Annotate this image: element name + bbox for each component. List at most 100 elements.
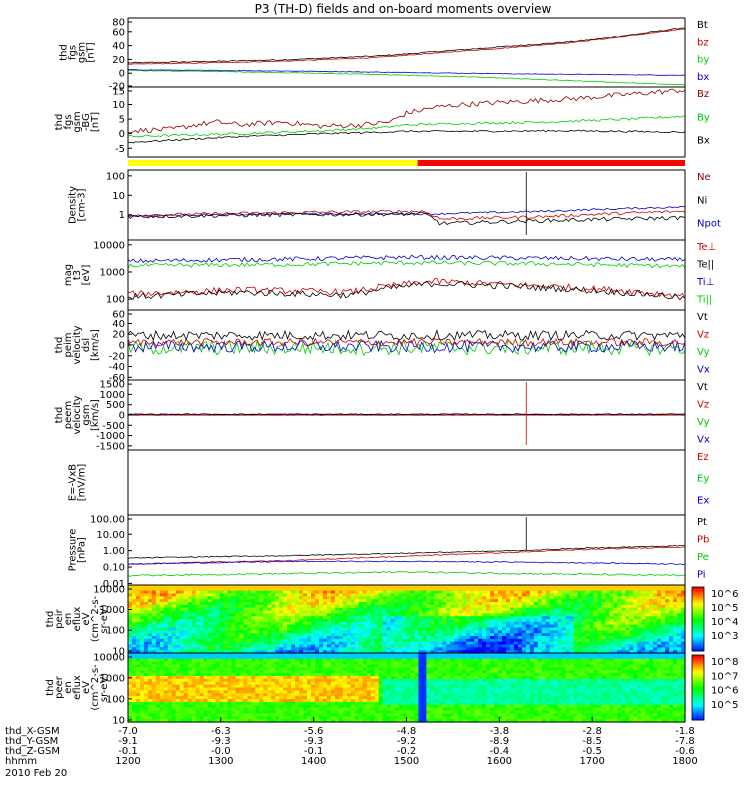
spectrogram-cell [279, 710, 284, 714]
spectrogram-cell [275, 716, 280, 720]
spectrogram-cell [131, 636, 137, 640]
spectrogram-cell [330, 704, 336, 709]
spectrogram-cell [342, 664, 348, 668]
spectrogram-cell [227, 713, 233, 717]
spectrogram-cell [231, 719, 237, 723]
spectrogram-cell [167, 633, 173, 637]
spectrogram-cell [311, 710, 316, 714]
spectrogram-cell [303, 599, 308, 603]
spectrogram-cell [175, 684, 181, 689]
spectrogram-cell [633, 596, 638, 600]
spectrogram-cell [227, 696, 233, 700]
colorbar-cell [692, 614, 704, 618]
spectrogram-cell [565, 627, 571, 631]
spectrogram-cell [422, 585, 427, 589]
spectrogram-cell [307, 681, 312, 686]
spectrogram-cell [414, 630, 420, 634]
spectrogram-cell [561, 602, 567, 606]
spectrogram-cell [243, 641, 248, 646]
spectrogram-cell [299, 716, 304, 720]
spectrogram-cell [446, 602, 451, 606]
spectrogram-cell [494, 627, 499, 631]
spectrogram-cell [191, 633, 197, 637]
spectrogram-cell [147, 587, 153, 592]
spectrogram-cell [490, 630, 495, 634]
y-tick-label: 0 [119, 69, 125, 80]
spectrogram-cell [446, 630, 451, 634]
spectrogram-cell [470, 616, 475, 620]
spectrogram-cell [386, 604, 392, 609]
spectrogram-cell [593, 636, 599, 640]
spectrogram-cell [589, 647, 595, 651]
spectrogram-cell [537, 599, 543, 603]
spectrogram-cell [143, 719, 149, 723]
spectrogram-cell [155, 641, 161, 646]
spectrogram-cell [529, 630, 535, 634]
spectrogram-cell [442, 633, 447, 637]
spectrogram-cell [175, 676, 181, 680]
spectrogram-cell [299, 638, 304, 643]
spectrogram-cell [299, 655, 304, 660]
spectrogram-cell [382, 630, 388, 634]
spectrogram-cell [645, 613, 650, 617]
spectrogram-cell [295, 638, 300, 643]
spectrogram-cell [458, 636, 463, 640]
spectrogram-cell [311, 661, 316, 666]
spectrogram-cell [438, 585, 443, 589]
spectrogram-cell [235, 585, 240, 589]
spectrogram-cell [557, 607, 563, 612]
spectrogram-cell [474, 587, 479, 592]
spectrogram-cell [649, 585, 654, 589]
spectrogram-cell [223, 701, 229, 706]
spectrogram-cell [311, 701, 316, 706]
spectrogram-cell [283, 599, 288, 603]
spectrogram-cell [203, 684, 209, 689]
spectrogram-cell [175, 644, 181, 648]
spectrogram-cell [398, 599, 404, 603]
spectrogram-cell [155, 633, 161, 637]
spectrogram-cell [354, 687, 360, 691]
spectrogram-cell [661, 627, 666, 631]
spectrogram-cell [211, 630, 217, 634]
spectrogram-cell [271, 613, 276, 617]
spectrogram-cell [673, 590, 678, 595]
spectrogram-cell [263, 707, 268, 712]
spectrogram-cell [251, 621, 256, 626]
spectrogram-cell [402, 621, 408, 626]
spectrogram-cell [322, 630, 328, 634]
spectrogram-cell [203, 667, 209, 671]
spectrogram-cell [346, 644, 352, 648]
spectrogram-cell [199, 590, 205, 595]
spectrogram-cell [537, 633, 543, 637]
spectrogram-cell [311, 624, 316, 629]
spectrogram-cell [362, 619, 368, 623]
spectrogram-cell [609, 607, 614, 612]
spectrogram-cell [135, 693, 141, 697]
spectrogram-cell [521, 587, 527, 592]
spectrogram-cell [147, 684, 153, 689]
spectrogram-cell [414, 607, 420, 612]
spectrogram-cell [223, 641, 229, 646]
spectrogram-cell [653, 627, 658, 631]
spectrogram-cell [505, 585, 511, 589]
spectrogram-cell [494, 604, 499, 609]
spectrogram-cell [446, 613, 451, 617]
spectrogram-cell [549, 633, 555, 637]
spectrogram-cell [239, 647, 244, 651]
spectrogram-cell [215, 710, 221, 714]
spectrogram-cell [669, 621, 674, 626]
spectrogram-cell [314, 590, 320, 595]
colorbar-label: 10^5 [711, 603, 738, 614]
spectrogram-cell [669, 644, 674, 648]
spectrogram-cell [605, 590, 611, 595]
spectrogram-cell [398, 630, 404, 634]
spectrogram-cell [326, 710, 332, 714]
spectrogram-cell [295, 673, 300, 677]
spectrogram-cell [541, 636, 547, 640]
spectrogram-cell [645, 604, 650, 609]
spectrogram-cell [211, 678, 217, 683]
spectrogram-cell [474, 641, 479, 646]
spectrogram-cell [159, 653, 165, 657]
spectrogram-cell [517, 607, 523, 612]
spectrogram-cell [275, 653, 280, 657]
